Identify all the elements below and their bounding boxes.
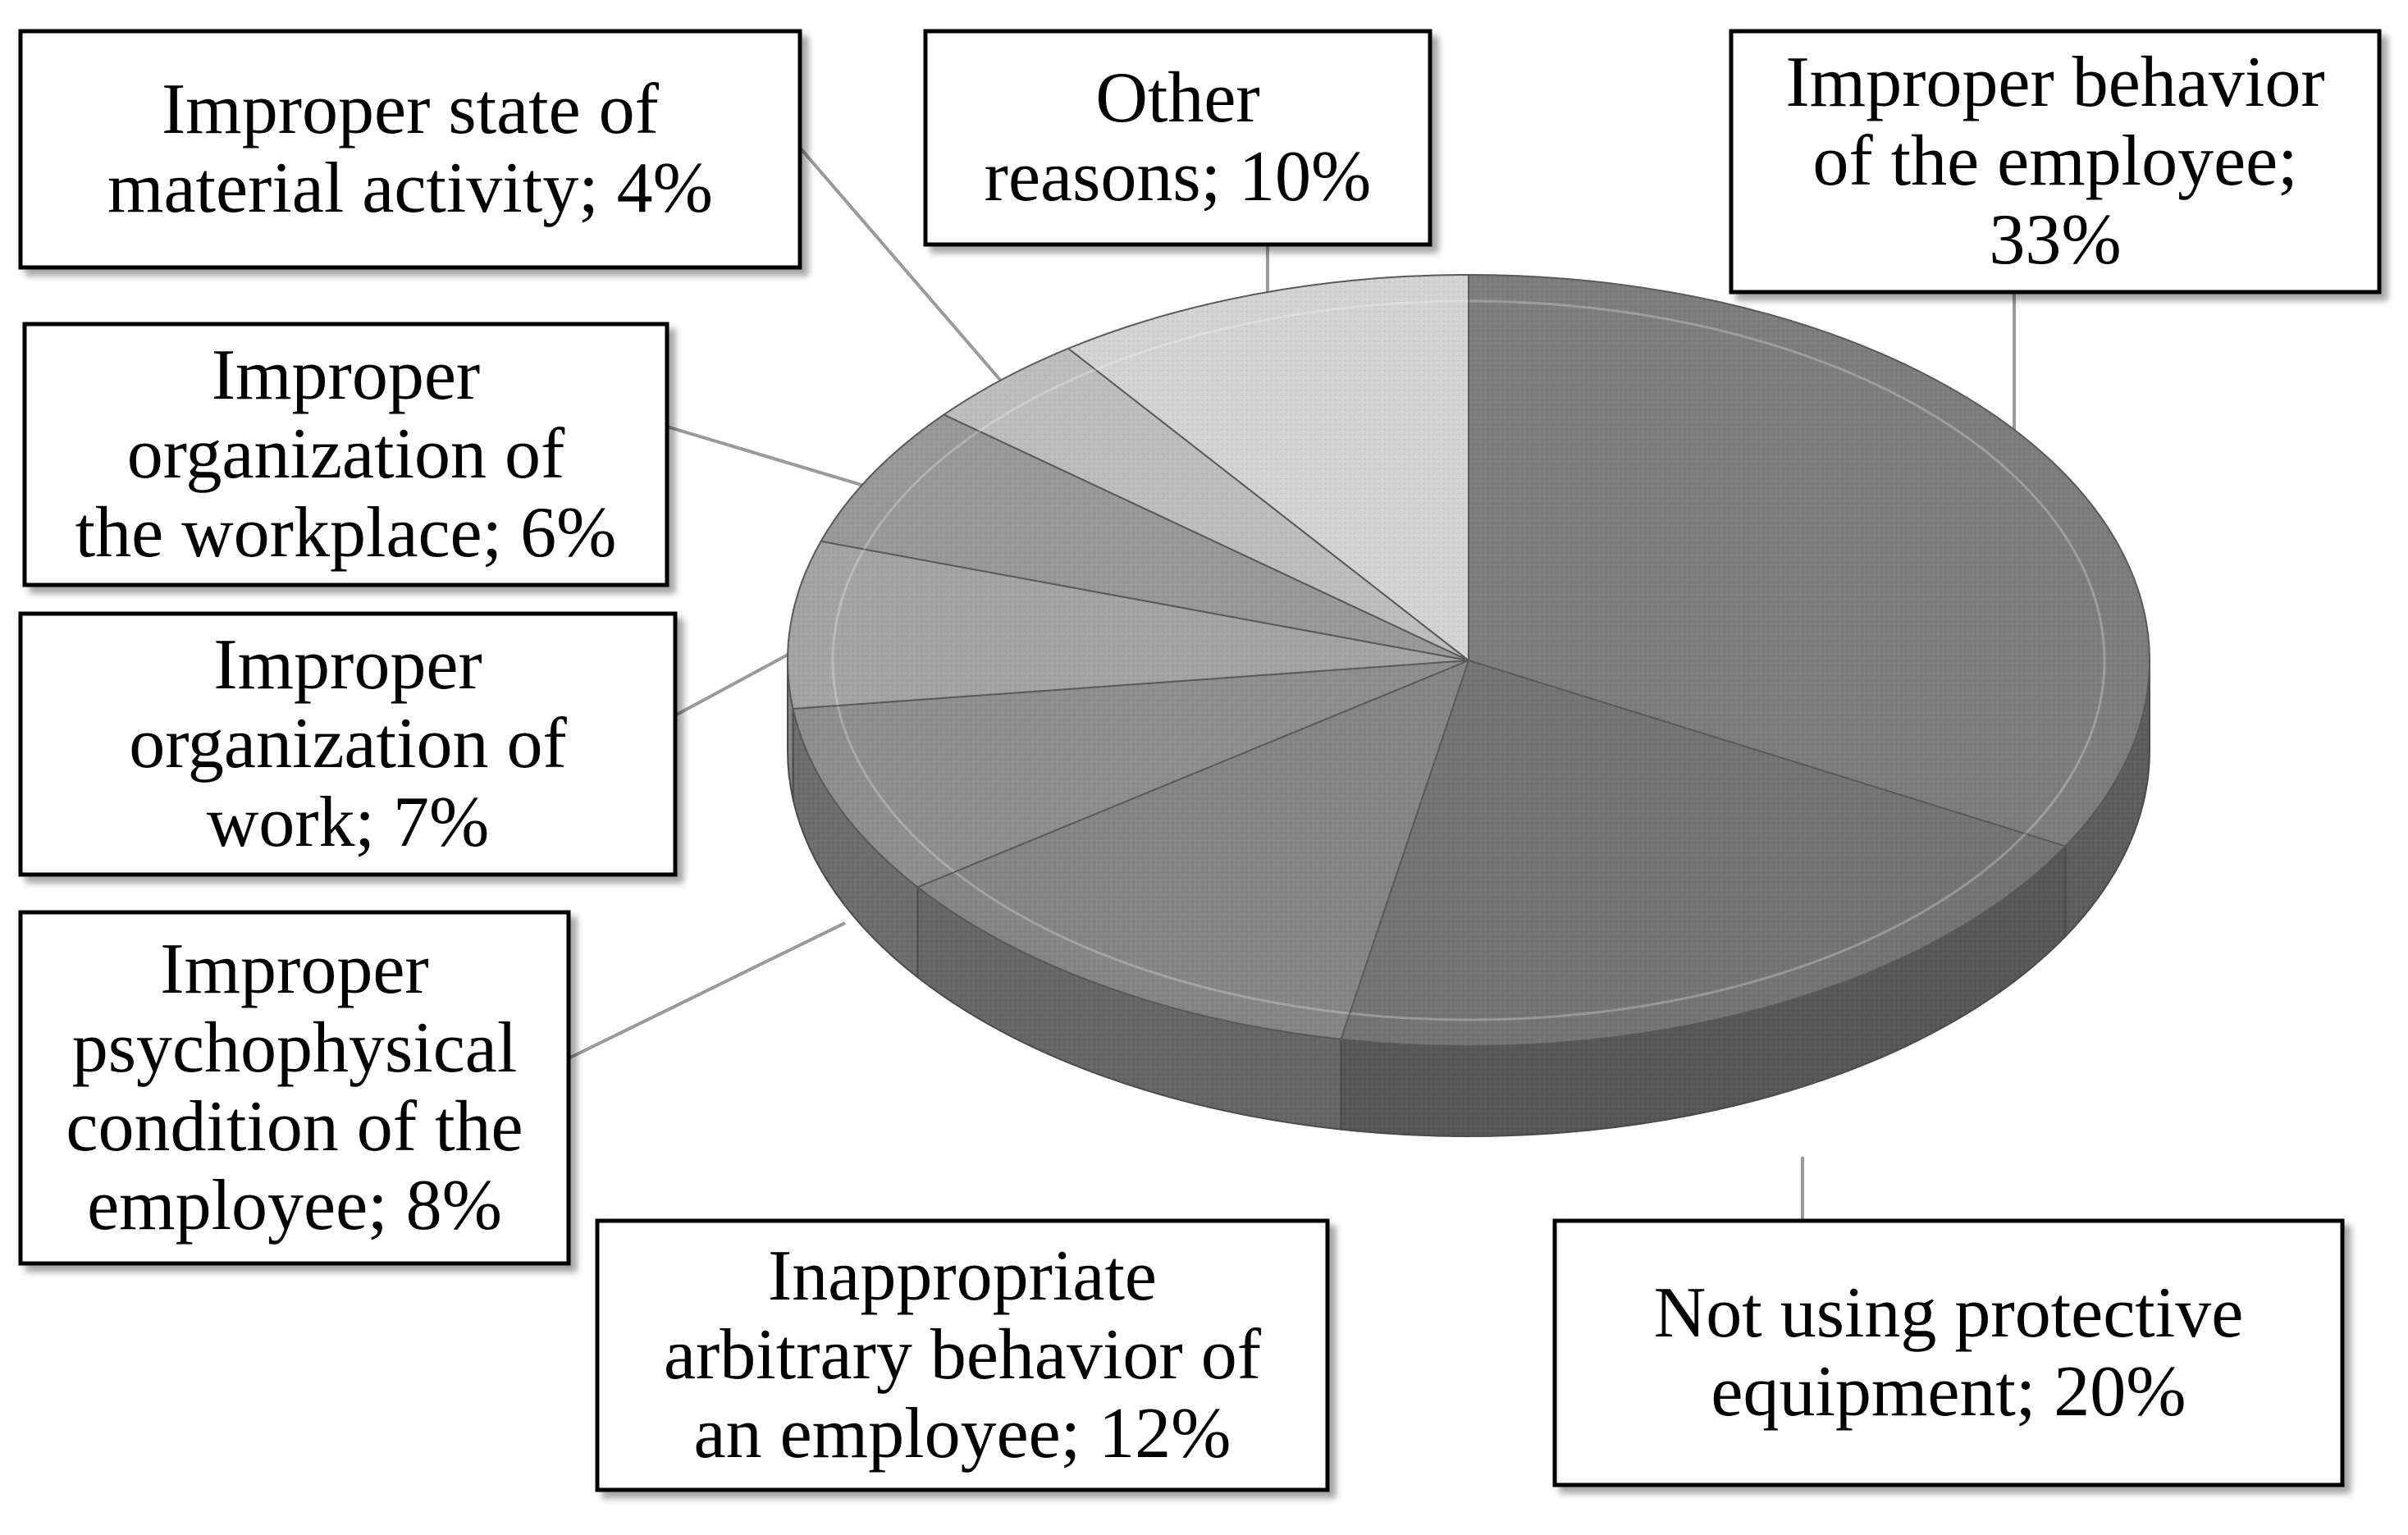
data-label-line: of the employee; <box>1812 121 2297 201</box>
leader-line <box>666 425 887 494</box>
pie-slice-bevel <box>953 870 1350 1015</box>
data-label-frame <box>18 910 571 1266</box>
pie-slice-bevel <box>831 548 866 706</box>
data-label-line: Not using protective <box>1654 1273 2244 1353</box>
pie-slice-side-texture <box>788 660 793 799</box>
data-label-line: work; 7% <box>207 783 490 862</box>
pie-slice-texture <box>1068 275 1469 660</box>
leader-line <box>674 646 801 717</box>
data-label-line: employee; 8% <box>87 1166 502 1245</box>
pie-slice-texture <box>793 660 1469 888</box>
pie-slice-side-texture <box>917 887 1341 1130</box>
pie-slice-bevel <box>1349 832 2027 1021</box>
leader-line <box>568 921 846 1060</box>
data-label-frame <box>1552 1218 2345 1487</box>
data-label-line: an employee; 12% <box>694 1394 1231 1473</box>
data-label-line: condition of the <box>66 1087 523 1167</box>
data-label-line: arbitrary behavior of <box>664 1315 1262 1395</box>
data-label-line: reasons; 10% <box>985 137 1372 217</box>
data-label-frame <box>1729 29 2382 295</box>
pie-slice-texture <box>944 348 1469 660</box>
pie-slice-bevel <box>978 368 1096 433</box>
pie-slice-bevel <box>862 430 980 550</box>
pie-top <box>787 273 2150 1047</box>
data-label-frame <box>923 29 1432 247</box>
pie-slice-texture <box>1469 275 2150 847</box>
pie-sides <box>787 660 2150 1137</box>
pie-slice-bevel <box>836 705 955 873</box>
data-label-line: Improper <box>160 930 428 1009</box>
data-label-line: equipment; 20% <box>1711 1352 2186 1432</box>
data-label-frame <box>22 322 669 587</box>
pie-slice-bevel <box>1094 299 1469 372</box>
data-label-line: Improper behavior <box>1785 43 2324 122</box>
pie-slice-side-texture <box>793 708 918 978</box>
data-label-line: Improper <box>212 336 480 415</box>
leader-lines <box>568 146 2016 1221</box>
data-label-frame <box>595 1218 1330 1492</box>
data-label-line: Other <box>1095 58 1259 138</box>
data-label-line: the workplace; 6% <box>75 493 617 573</box>
data-label-frame <box>18 611 678 877</box>
data-label-line: organization of <box>127 414 565 494</box>
data-label-line: Improper state of <box>162 70 660 149</box>
data-label-line: psychophysical <box>72 1008 518 1088</box>
pie-slice-texture <box>820 414 1469 660</box>
data-label-line: Inappropriate <box>768 1236 1157 1316</box>
pie-slice-texture <box>1341 660 2066 1046</box>
data-label-line: Improper <box>213 625 482 705</box>
data-label-line: organization of <box>129 704 567 783</box>
leader-line <box>798 146 1007 387</box>
data-label-line: 33% <box>1989 200 2121 280</box>
pie-slice-bevel <box>1468 299 2106 835</box>
data-label-line: material activity; 4% <box>107 148 713 228</box>
pie-slice-side-texture <box>2065 660 2150 937</box>
pie-slice-texture <box>917 660 1469 1039</box>
pie-slice-side-texture <box>1341 846 2066 1136</box>
data-label-frame <box>18 29 802 270</box>
pie-slice-texture <box>788 541 1469 709</box>
